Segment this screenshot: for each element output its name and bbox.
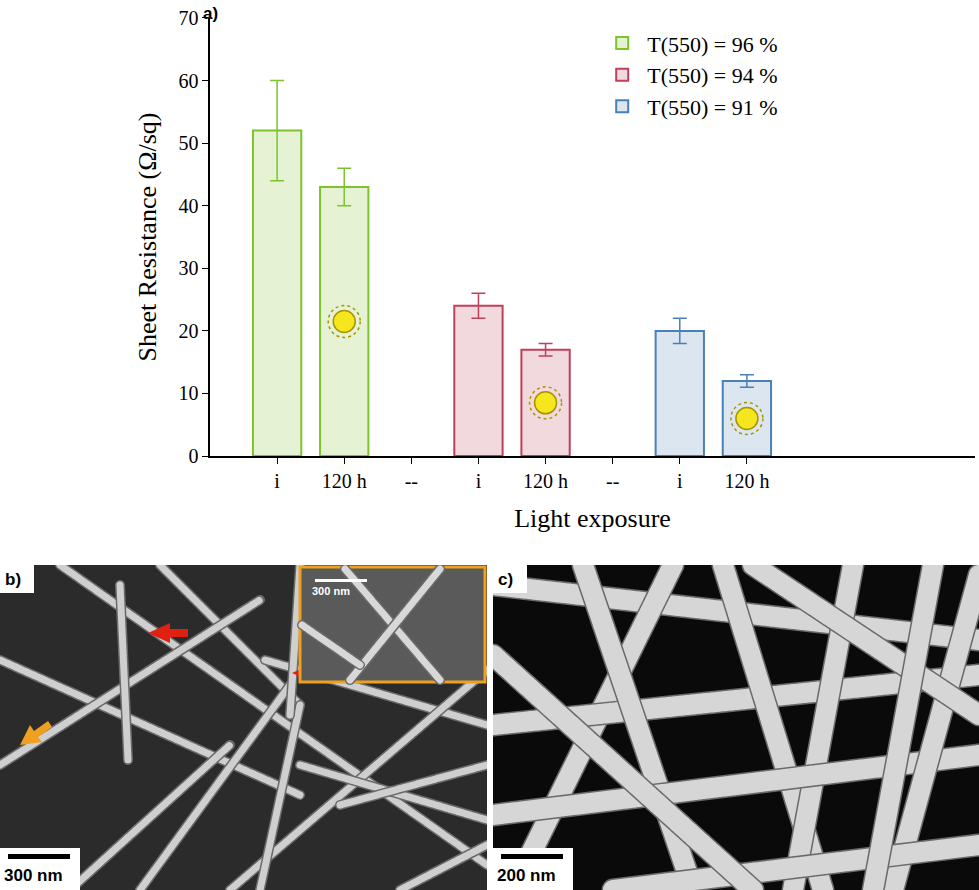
svg-text:--: -- (606, 470, 619, 492)
svg-text:0: 0 (188, 445, 198, 467)
svg-text:Sheet Resistance (Ω/sq): Sheet Resistance (Ω/sq) (133, 113, 162, 362)
svg-text:300 nm: 300 nm (4, 866, 63, 885)
svg-text:120 h: 120 h (523, 470, 568, 492)
svg-text:40: 40 (178, 195, 198, 217)
svg-text:T(550) = 94 %: T(550) = 94 % (647, 63, 777, 88)
svg-text:a): a) (203, 4, 218, 23)
svg-text:30: 30 (178, 257, 198, 279)
svg-text:70: 70 (178, 7, 198, 29)
svg-text:120 h: 120 h (322, 470, 367, 492)
svg-text:T(550) = 96 %: T(550) = 96 % (647, 32, 777, 57)
svg-text:10: 10 (178, 382, 198, 404)
svg-text:i: i (476, 470, 482, 492)
svg-text:300 nm: 300 nm (312, 585, 350, 597)
svg-text:20: 20 (178, 320, 198, 342)
svg-text:Light exposure: Light exposure (514, 504, 671, 533)
svg-text:120 h: 120 h (724, 470, 769, 492)
svg-text:200 nm: 200 nm (497, 866, 556, 885)
svg-text:--: -- (405, 470, 418, 492)
svg-text:i: i (274, 470, 280, 492)
svg-text:T(550) = 91 %: T(550) = 91 % (647, 95, 777, 120)
svg-text:60: 60 (178, 70, 198, 92)
svg-text:50: 50 (178, 132, 198, 154)
svg-text:i: i (677, 470, 683, 492)
svg-text:b): b) (5, 570, 21, 589)
svg-text:c): c) (498, 570, 513, 589)
